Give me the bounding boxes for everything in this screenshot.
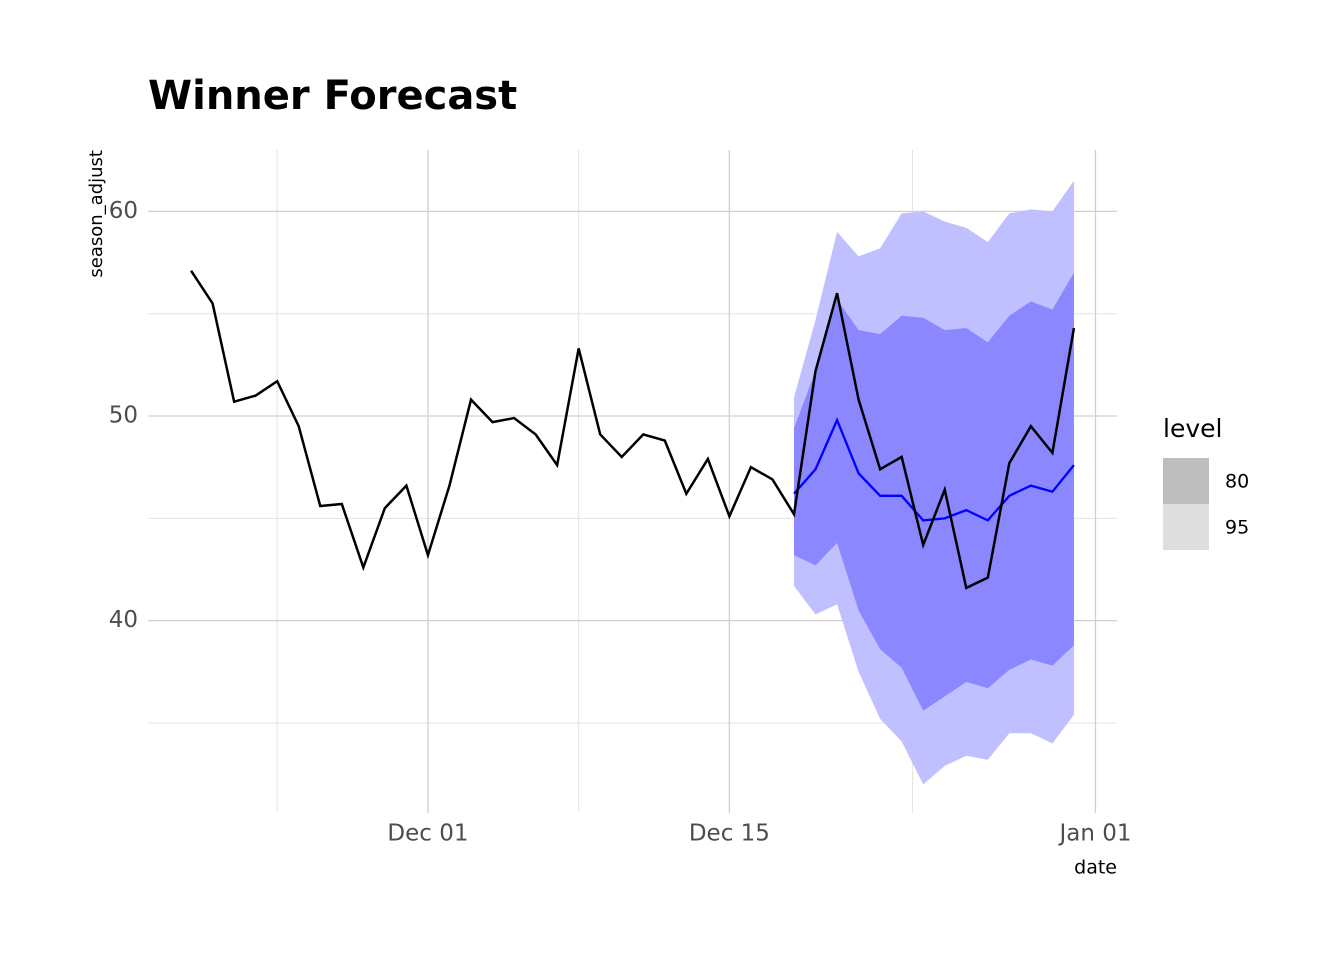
x-tick-label: Jan 01 [1057, 821, 1131, 847]
y-axis-label: season_adjust [86, 150, 107, 278]
legend-swatch [1163, 458, 1209, 504]
legend-label: 80 [1225, 471, 1249, 493]
x-axis-label: date [1074, 857, 1117, 879]
x-tick-label: Dec 15 [689, 821, 770, 847]
y-tick-label: 50 [109, 403, 138, 429]
chart-title: Winner Forecast [148, 73, 517, 119]
y-tick-label: 60 [109, 198, 138, 224]
legend-title: level [1163, 414, 1222, 443]
actual-line [190, 270, 1076, 590]
interval-band [794, 272, 1074, 711]
y-tick-label: 40 [109, 607, 138, 633]
legend-label: 95 [1225, 517, 1249, 539]
x-tick-label: Dec 01 [387, 821, 468, 847]
legend-swatch [1163, 504, 1209, 550]
